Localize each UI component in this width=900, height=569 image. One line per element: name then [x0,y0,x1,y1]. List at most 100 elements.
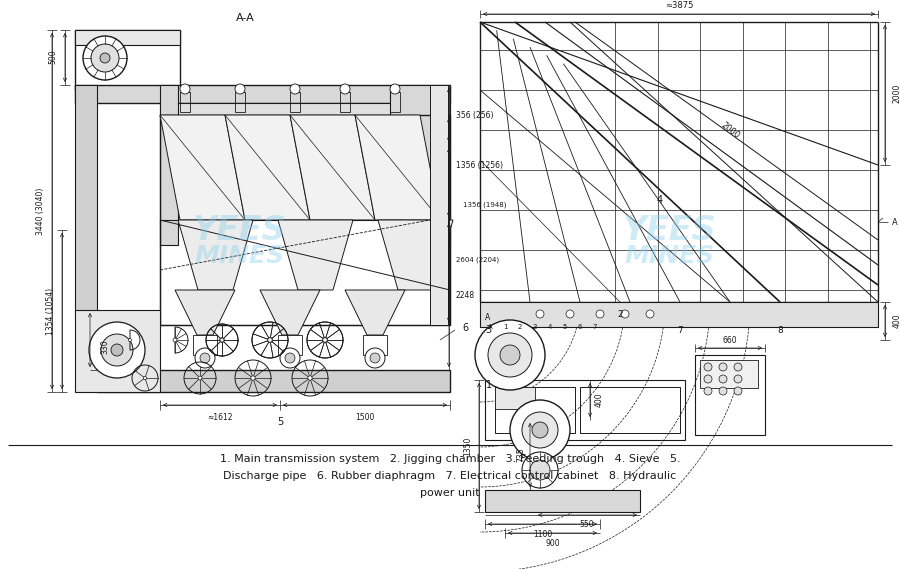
Circle shape [365,348,385,368]
Bar [235,92,245,112]
Circle shape [532,422,548,438]
Bar [390,85,450,245]
Text: 1: 1 [486,380,492,390]
Text: 4: 4 [657,195,663,205]
Circle shape [522,412,558,448]
Bar [180,92,190,112]
Polygon shape [225,115,310,220]
Circle shape [220,338,224,342]
Circle shape [220,337,224,343]
Circle shape [522,452,558,488]
Text: ≈1612: ≈1612 [207,413,233,422]
Circle shape [280,348,300,368]
Circle shape [719,363,727,371]
Text: A: A [892,217,898,226]
Circle shape [200,353,210,363]
Text: MINES: MINES [195,244,285,268]
Text: 3440 (3040): 3440 (3040) [35,187,44,234]
Circle shape [91,44,119,72]
Polygon shape [260,290,320,335]
Circle shape [734,363,742,371]
Bar [363,335,387,355]
Text: 1356 (1256): 1356 (1256) [456,160,503,170]
Bar [495,387,575,433]
Text: 500: 500 [48,50,57,64]
Bar [160,115,450,325]
Text: 550: 550 [580,520,594,529]
Text: A-A: A-A [236,13,255,23]
Circle shape [308,376,312,380]
Circle shape [323,338,328,342]
Circle shape [180,84,190,94]
Text: A: A [488,324,492,330]
Text: 400: 400 [893,314,900,328]
Bar [97,370,450,392]
Bar [75,310,160,392]
Polygon shape [345,290,405,335]
Bar [500,327,520,337]
Bar [160,103,450,115]
Circle shape [235,84,245,94]
Text: 3: 3 [485,325,491,335]
Bar [278,335,302,355]
Bar [485,380,685,440]
Circle shape [475,320,545,390]
Circle shape [646,310,654,318]
Text: 2604 (2204): 2604 (2204) [456,257,500,263]
Text: 7: 7 [677,325,683,335]
Text: Discharge pipe   6. Rubber diaphragm   7. Electrical control cabinet   8. Hydrau: Discharge pipe 6. Rubber diaphragm 7. El… [223,471,677,481]
Text: 2: 2 [617,310,623,319]
Bar [75,85,97,315]
Bar [390,92,400,112]
Circle shape [101,334,133,366]
Bar [695,355,765,435]
Circle shape [510,400,570,460]
Bar [580,387,680,433]
Bar [75,30,180,45]
Circle shape [195,348,215,368]
Circle shape [340,84,350,94]
Text: 400: 400 [595,393,604,407]
Circle shape [173,338,177,342]
Text: A: A [485,312,490,321]
Text: 356 (256): 356 (256) [456,110,493,119]
Bar [340,92,350,112]
Circle shape [621,310,629,318]
Bar [160,85,178,245]
Bar [75,30,180,90]
Text: 2000: 2000 [893,83,900,102]
Text: power unit: power unit [420,488,480,498]
Circle shape [100,53,110,63]
Text: YEES: YEES [194,213,287,246]
Circle shape [267,337,273,343]
Bar [700,360,758,388]
Circle shape [198,376,202,380]
Bar [75,85,450,103]
Circle shape [285,353,295,363]
Circle shape [734,387,742,395]
Text: 1100: 1100 [534,530,553,539]
Circle shape [500,345,520,365]
Text: 1354 (1054): 1354 (1054) [46,287,55,335]
Text: 660: 660 [723,336,737,345]
Circle shape [566,310,574,318]
Text: 1356 (1948): 1356 (1948) [463,202,507,208]
Text: 3: 3 [533,324,537,330]
Circle shape [129,339,131,341]
Bar [485,490,640,512]
Text: 6: 6 [578,324,582,330]
Polygon shape [355,115,440,220]
Polygon shape [178,220,253,290]
Circle shape [734,375,742,383]
Bar [430,85,448,325]
Text: 8: 8 [777,325,783,335]
Polygon shape [278,220,353,290]
Bar [495,387,535,409]
Circle shape [704,363,712,371]
Circle shape [488,333,532,377]
Text: 1500: 1500 [356,413,374,422]
Text: 330: 330 [100,340,109,354]
Text: 7: 7 [593,324,598,330]
Circle shape [596,310,604,318]
Text: 5: 5 [277,417,284,427]
